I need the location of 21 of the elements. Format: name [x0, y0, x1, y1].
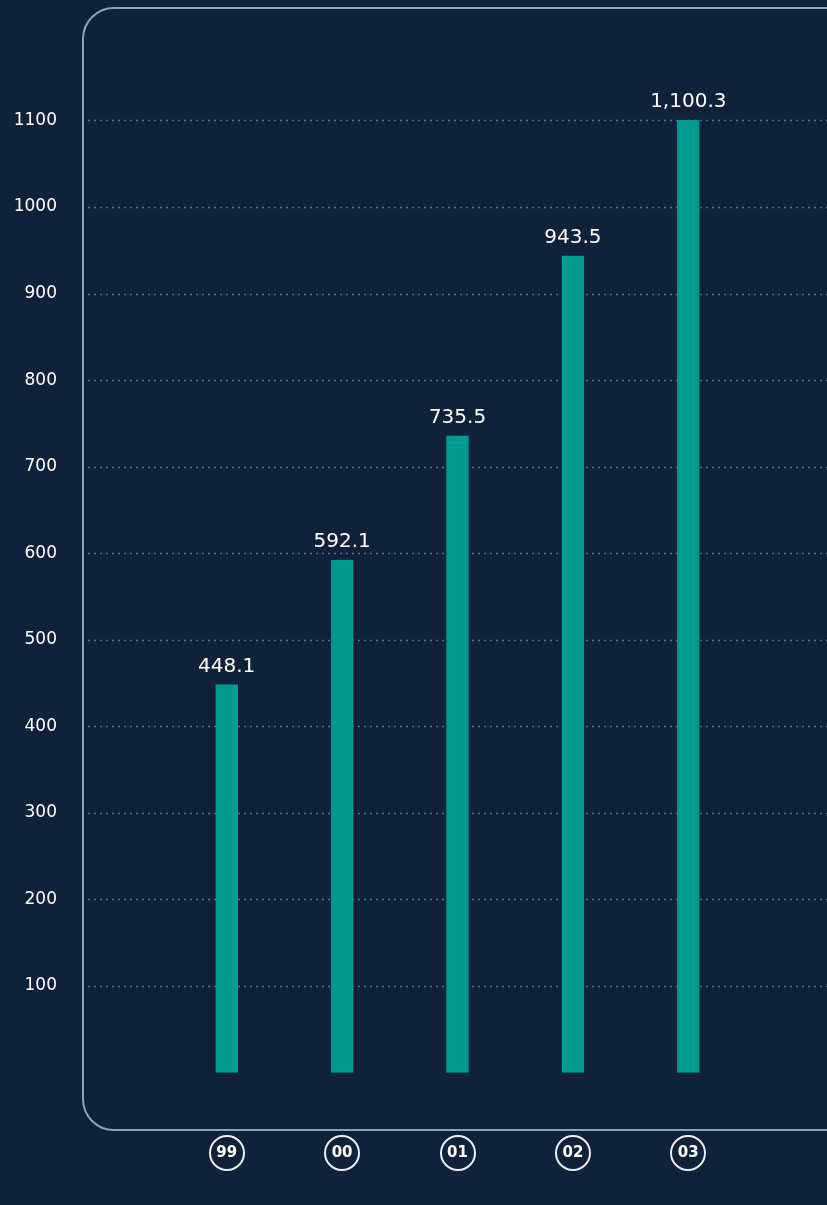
y-tick-label: 1100 — [13, 108, 57, 129]
y-tick-label: 900 — [24, 282, 57, 302]
y-tick-label: 600 — [24, 541, 57, 562]
y-tick-label: 300 — [24, 801, 57, 822]
x-tick-label: 00 — [331, 1142, 353, 1161]
x-tick-label: 03 — [677, 1142, 699, 1161]
data-label: 735.5 — [428, 404, 487, 429]
x-tick-label: 99 — [216, 1142, 238, 1161]
y-tick-label: 1000 — [13, 195, 57, 216]
y-tick-label: 800 — [24, 368, 57, 389]
data-label: 592.1 — [313, 528, 371, 553]
y-tick-label: 500 — [24, 628, 57, 649]
y-tick-label: 100 — [24, 974, 57, 995]
x-tick-label: 02 — [562, 1142, 584, 1161]
y-tick-label: 700 — [24, 455, 57, 476]
data-label: 1,100.3 — [650, 88, 727, 113]
x-tick-label: 01 — [447, 1142, 468, 1161]
y-tick-label: 400 — [24, 714, 57, 735]
data-label: 448.1 — [198, 652, 256, 677]
y-tick-label: 200 — [24, 887, 57, 908]
data-label: 943.5 — [544, 224, 602, 249]
